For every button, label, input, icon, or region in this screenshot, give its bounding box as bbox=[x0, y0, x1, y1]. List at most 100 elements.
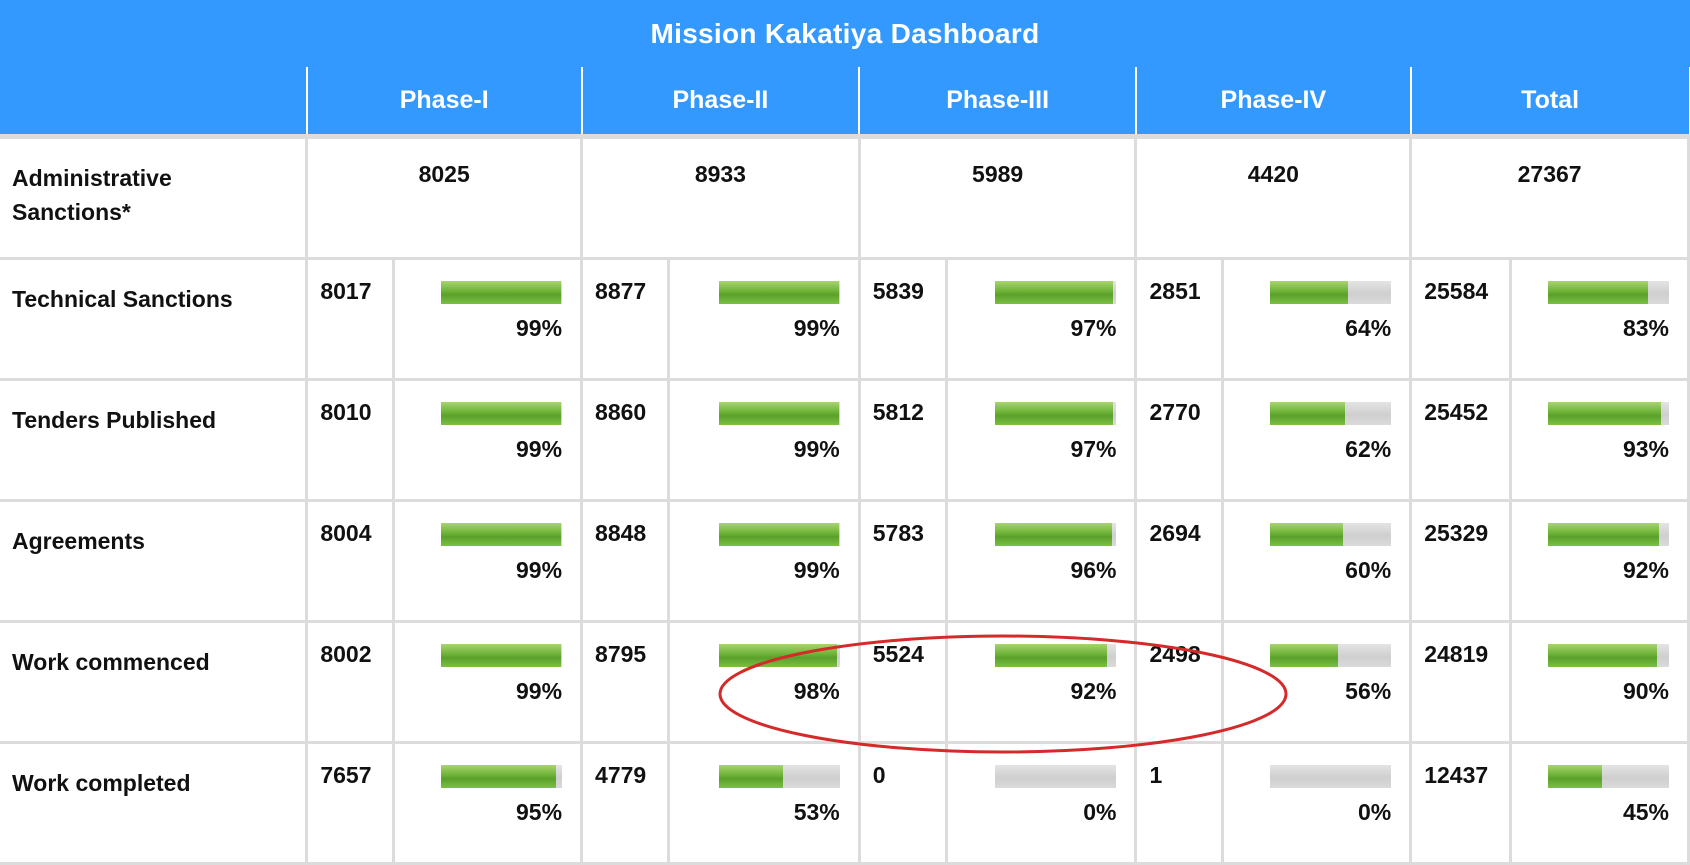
progress-bar-fill bbox=[1548, 281, 1649, 304]
count-phase-1: 8017 bbox=[305, 257, 396, 381]
progress-percent: 99% bbox=[516, 436, 563, 462]
count-phase-2: 8860 bbox=[580, 378, 671, 502]
count-phase-4: 2498 bbox=[1134, 620, 1225, 744]
progress-bar-fill bbox=[718, 402, 839, 425]
table-row-administrative-sanctions: Administrative Sanctions* 8025 8933 5989… bbox=[0, 135, 1690, 260]
progress-cell-phase-3: 92% bbox=[944, 620, 1138, 744]
progress-percent: 99% bbox=[516, 557, 563, 583]
count-total: 12437 bbox=[1409, 741, 1513, 865]
progress-bar bbox=[995, 281, 1117, 304]
progress-bar bbox=[1270, 523, 1392, 546]
progress-bar-fill bbox=[1270, 402, 1346, 425]
row-label: Work commenced bbox=[0, 620, 309, 744]
progress-cell-phase-1: 99% bbox=[392, 257, 584, 381]
progress-percent: 64% bbox=[1345, 315, 1392, 341]
progress-bar bbox=[1548, 644, 1669, 667]
count-total: 25452 bbox=[1409, 378, 1513, 502]
count-phase-1: 8004 bbox=[305, 499, 396, 623]
progress-cell-phase-4: 62% bbox=[1221, 378, 1413, 502]
count-phase-3: 5839 bbox=[857, 257, 948, 381]
progress-percent: 99% bbox=[793, 436, 840, 462]
progress-bar bbox=[441, 644, 563, 667]
count-total: 24819 bbox=[1409, 620, 1513, 744]
progress-percent: 99% bbox=[793, 315, 840, 341]
progress-percent: 62% bbox=[1345, 436, 1392, 462]
progress-bar bbox=[718, 523, 840, 546]
progress-bar bbox=[995, 523, 1117, 546]
progress-bar bbox=[1548, 523, 1669, 546]
table-row: Tenders Published 8010 99% 8860 99% 5812 97% 27… bbox=[0, 378, 1690, 502]
row-label: Administrative Sanctions* bbox=[0, 135, 309, 260]
progress-percent: 97% bbox=[1070, 315, 1117, 341]
progress-cell-total: 45% bbox=[1509, 741, 1690, 865]
progress-percent: 97% bbox=[1070, 436, 1117, 462]
count-phase-2: 8877 bbox=[580, 257, 671, 381]
progress-cell-phase-2: 53% bbox=[667, 741, 861, 865]
progress-bar bbox=[1548, 281, 1669, 304]
progress-bar bbox=[718, 281, 840, 304]
row-label: Work completed bbox=[0, 741, 309, 865]
progress-bar-fill bbox=[441, 402, 561, 425]
progress-percent: 99% bbox=[516, 315, 563, 341]
column-header-phase-1: Phase-I bbox=[305, 67, 582, 139]
progress-cell-total: 83% bbox=[1509, 257, 1690, 381]
progress-cell-phase-2: 99% bbox=[667, 257, 861, 381]
count-phase-3: 0 bbox=[857, 741, 948, 865]
progress-percent: 98% bbox=[793, 678, 840, 704]
table-row: Work completed 7657 95% 4779 53% 0 0% 1 0% 12437 4… bbox=[0, 741, 1690, 865]
progress-bar-fill bbox=[441, 281, 561, 304]
progress-bar bbox=[1270, 765, 1392, 788]
column-header-phase-2: Phase-II bbox=[580, 67, 860, 139]
column-header-phase-3: Phase-III bbox=[858, 67, 1136, 139]
progress-bar bbox=[1270, 402, 1392, 425]
progress-bar-fill bbox=[1270, 523, 1343, 546]
progress-cell-total: 93% bbox=[1509, 378, 1690, 502]
count-phase-3: 5812 bbox=[857, 378, 948, 502]
progress-cell-phase-3: 0% bbox=[944, 741, 1138, 865]
progress-bar-fill bbox=[1270, 281, 1348, 304]
progress-percent: 45% bbox=[1622, 799, 1669, 825]
progress-bar-fill bbox=[1270, 644, 1338, 667]
admin-value-phase-3: 5989 bbox=[857, 135, 1138, 260]
progress-bar-fill bbox=[995, 281, 1113, 304]
table-row: Work commenced 8002 99% 8795 98% 5524 92% 2498 5… bbox=[0, 620, 1690, 744]
count-phase-1: 7657 bbox=[305, 741, 396, 865]
progress-bar bbox=[995, 402, 1117, 425]
progress-bar-fill bbox=[1548, 523, 1660, 546]
progress-bar bbox=[441, 402, 563, 425]
admin-value-total: 27367 bbox=[1409, 135, 1690, 260]
progress-percent: 93% bbox=[1622, 436, 1669, 462]
progress-bar bbox=[1270, 281, 1392, 304]
progress-bar bbox=[441, 281, 563, 304]
progress-cell-phase-2: 98% bbox=[667, 620, 861, 744]
progress-percent: 60% bbox=[1345, 557, 1392, 583]
dashboard-table: Phase-I Phase-II Phase-III Phase-IV Tota… bbox=[0, 67, 1690, 865]
progress-bar bbox=[718, 765, 840, 788]
progress-bar bbox=[441, 765, 563, 788]
progress-bar bbox=[718, 644, 840, 667]
count-phase-3: 5783 bbox=[857, 499, 948, 623]
progress-cell-phase-4: 0% bbox=[1221, 741, 1413, 865]
count-phase-3: 5524 bbox=[857, 620, 948, 744]
table-row: Technical Sanctions 8017 99% 8877 99% 5839 97%… bbox=[0, 257, 1690, 381]
admin-value-phase-4: 4420 bbox=[1134, 135, 1413, 260]
progress-bar-fill bbox=[1548, 765, 1603, 788]
progress-bar bbox=[1548, 765, 1669, 788]
progress-cell-phase-3: 96% bbox=[944, 499, 1138, 623]
progress-cell-total: 92% bbox=[1509, 499, 1690, 623]
progress-bar-fill bbox=[1548, 402, 1661, 425]
progress-percent: 95% bbox=[516, 799, 563, 825]
count-phase-4: 1 bbox=[1134, 741, 1225, 865]
progress-percent: 99% bbox=[793, 557, 840, 583]
count-total: 25584 bbox=[1409, 257, 1513, 381]
admin-value-phase-2: 8933 bbox=[580, 135, 861, 260]
progress-cell-phase-1: 99% bbox=[392, 620, 584, 744]
table-row: Agreements 8004 99% 8848 99% 5783 96% 2694 60% 25… bbox=[0, 499, 1690, 623]
header-corner bbox=[0, 67, 307, 139]
progress-bar bbox=[995, 644, 1117, 667]
progress-bar-fill bbox=[995, 402, 1113, 425]
progress-percent: 90% bbox=[1622, 678, 1669, 704]
progress-bar-fill bbox=[718, 765, 783, 788]
row-label: Agreements bbox=[0, 499, 309, 623]
progress-percent: 92% bbox=[1070, 678, 1117, 704]
